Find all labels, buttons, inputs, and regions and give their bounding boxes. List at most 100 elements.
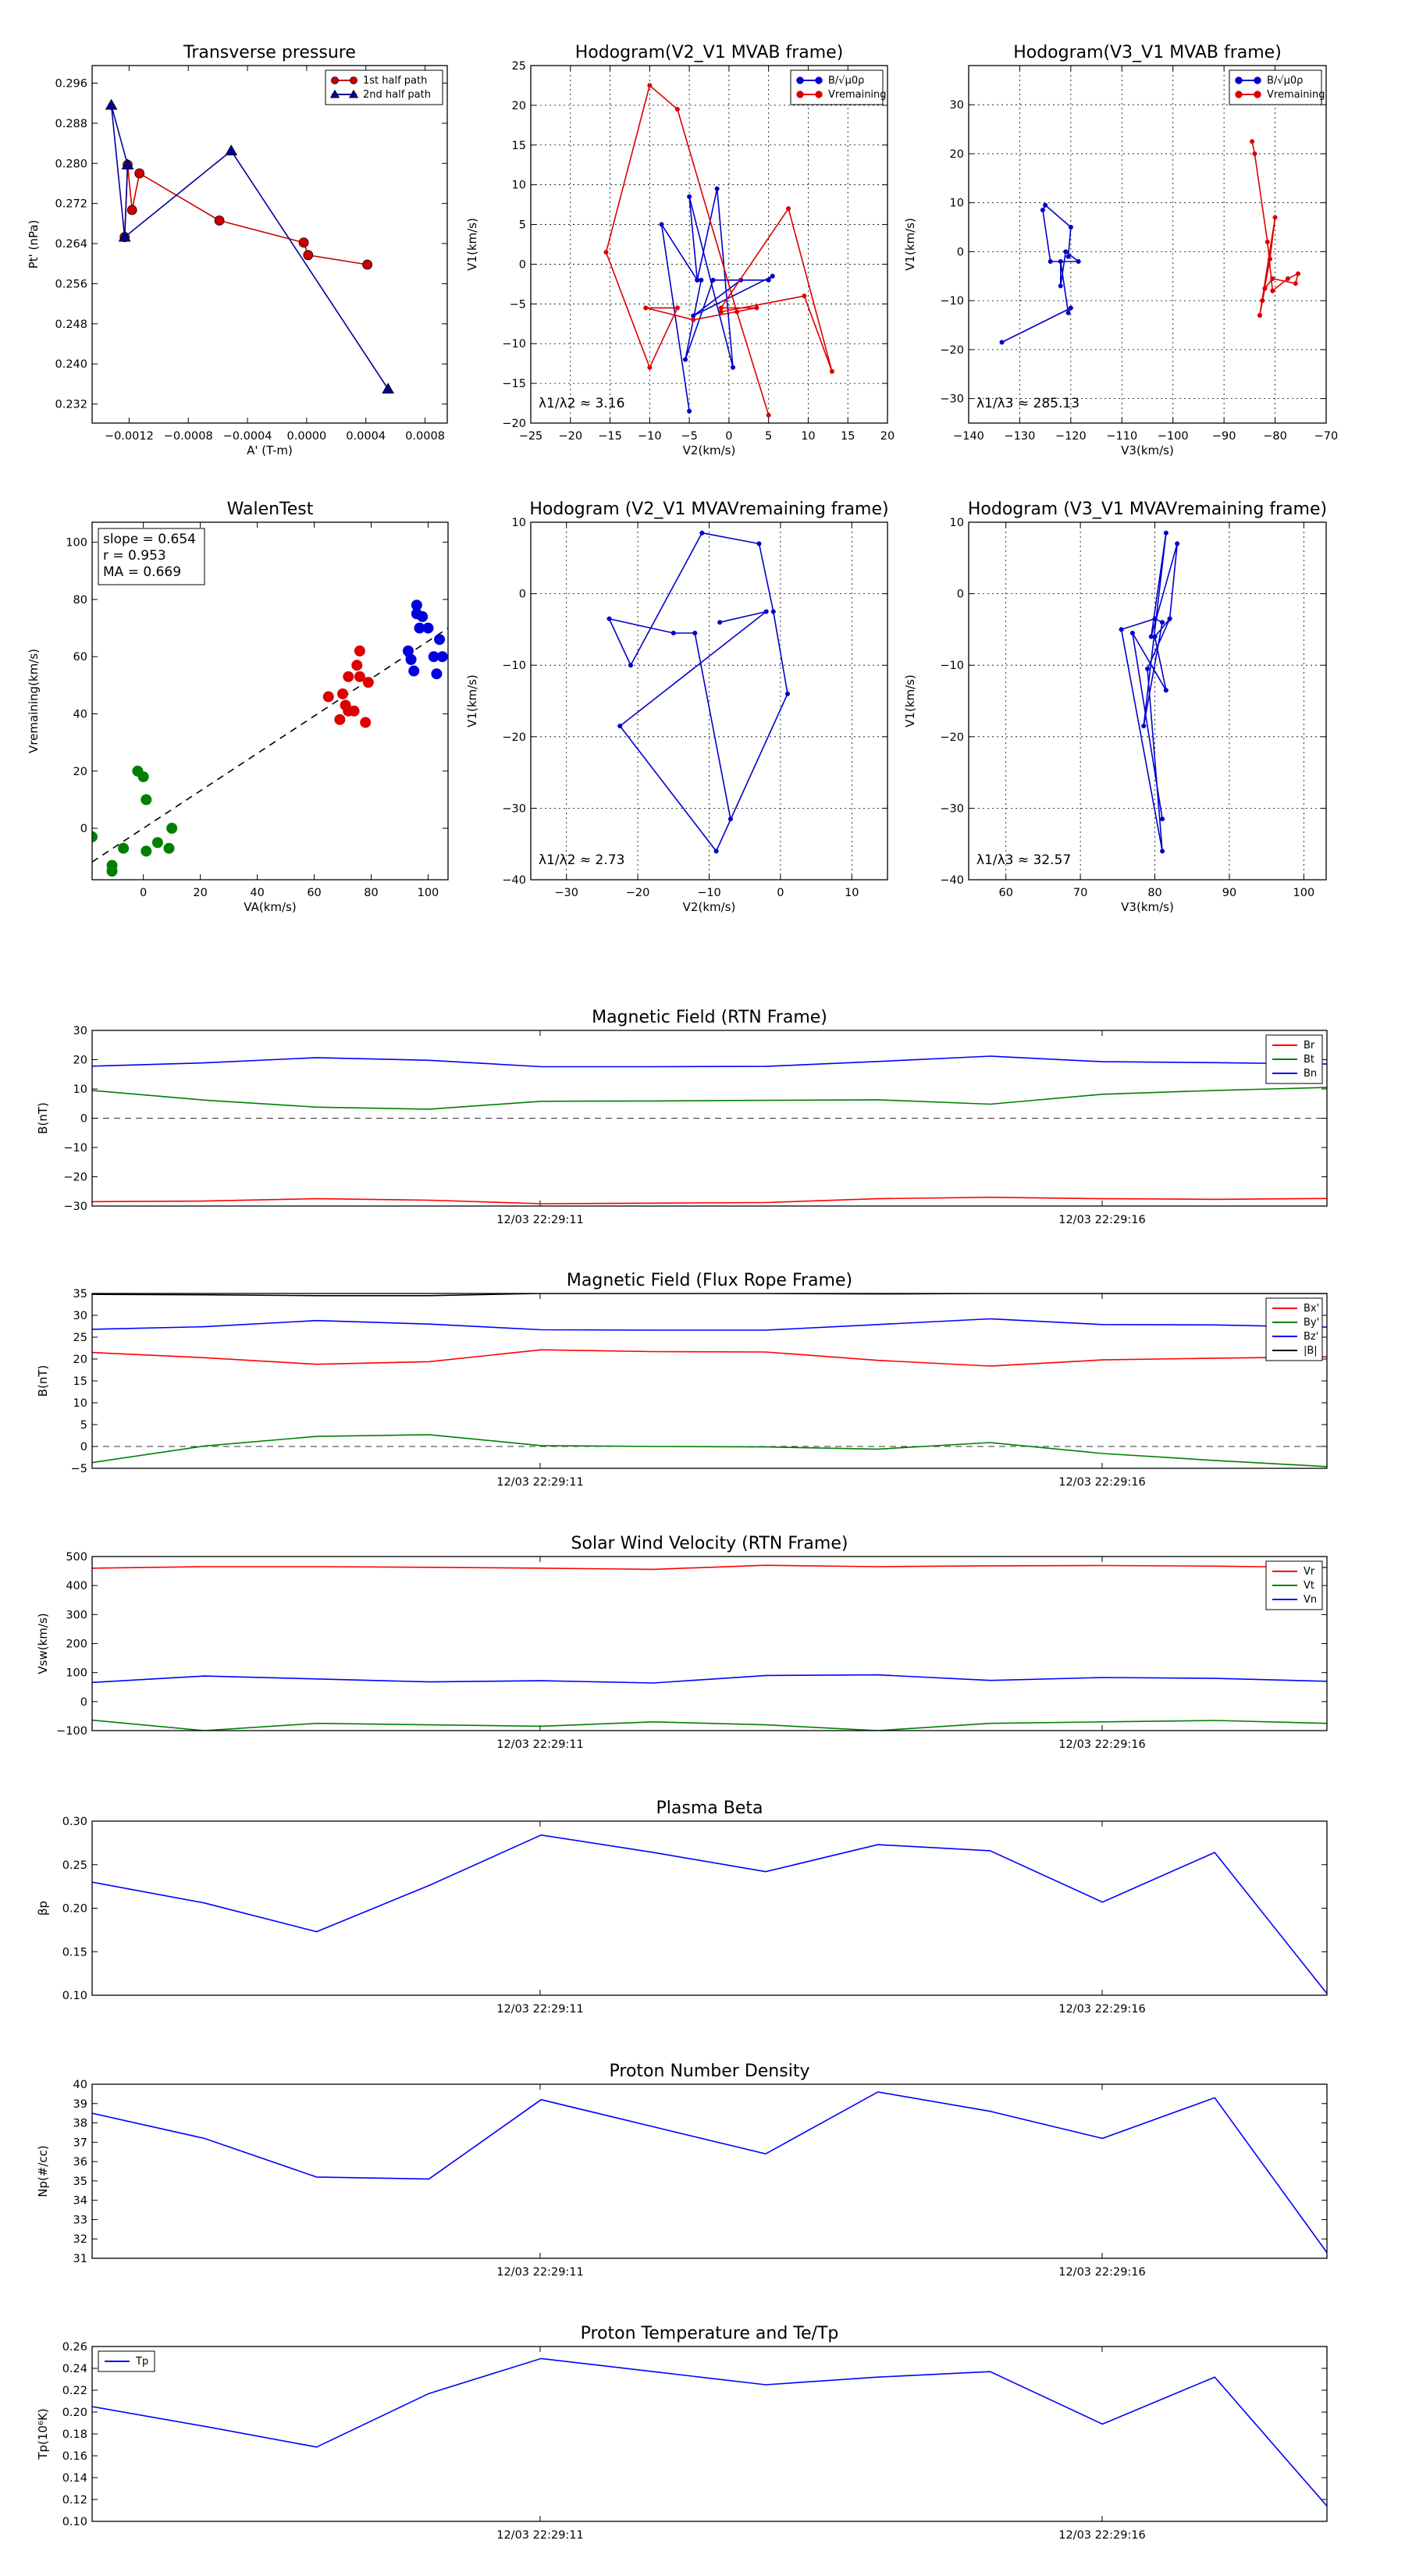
x-tick-label: −25 bbox=[519, 430, 543, 443]
y-tick-label: −10 bbox=[502, 338, 526, 350]
y-axis-label: V1(km/s) bbox=[903, 218, 917, 271]
x-tick-label: −130 bbox=[1005, 430, 1036, 443]
y-tick-label: 36 bbox=[73, 2156, 87, 2169]
data-layer bbox=[1119, 530, 1180, 854]
x-axis-label: V3(km/s) bbox=[1121, 443, 1174, 457]
data-point bbox=[1257, 312, 1262, 318]
y-tick-label: 0.16 bbox=[62, 2450, 87, 2463]
data-point bbox=[770, 609, 776, 614]
series-br-line bbox=[92, 1196, 1327, 1204]
legend-label-Vr: Vr bbox=[1304, 1566, 1315, 1578]
legend-marker bbox=[348, 89, 359, 98]
data-point bbox=[225, 144, 238, 156]
y-axis-label: V1(km/s) bbox=[465, 674, 479, 728]
x-tick-label: 0 bbox=[140, 887, 147, 899]
plot-area bbox=[92, 1821, 1327, 1995]
data-point bbox=[343, 671, 354, 682]
y-tick-label: 30 bbox=[73, 1310, 87, 1322]
y-tick-label: 0 bbox=[80, 823, 87, 835]
y-tick-label: 10 bbox=[512, 517, 526, 529]
legend-box bbox=[1229, 69, 1322, 105]
x-tick-label: 12/03 22:29:16 bbox=[1058, 1476, 1146, 1489]
data-point bbox=[1163, 688, 1168, 693]
data-point bbox=[829, 368, 834, 374]
x-tick-label: −20 bbox=[558, 430, 582, 443]
y-tick-label: 0.18 bbox=[62, 2428, 87, 2441]
y-tick-label: −5 bbox=[71, 1463, 87, 1475]
x-tick-label: 12/03 22:29:11 bbox=[496, 2529, 584, 2542]
data-point bbox=[348, 705, 360, 717]
data-point bbox=[1175, 541, 1180, 546]
y-tick-label: 0.15 bbox=[62, 1946, 87, 1959]
data-point bbox=[718, 309, 724, 315]
y-tick-label: −5 bbox=[510, 298, 526, 311]
legend-marker bbox=[1235, 91, 1243, 98]
y-tick-label: 20 bbox=[73, 1055, 87, 1067]
x-tick-label: 20 bbox=[880, 430, 895, 443]
series-by--line bbox=[92, 1434, 1327, 1468]
plot-area bbox=[969, 66, 1326, 423]
y-axis-label: Pt' (nPa) bbox=[27, 220, 41, 269]
data-point bbox=[687, 408, 692, 414]
x-tick-label: −110 bbox=[1106, 430, 1137, 443]
data-point bbox=[727, 817, 733, 822]
x-tick-label: 0.0008 bbox=[405, 430, 445, 443]
plot-frame bbox=[530, 521, 888, 881]
data-point bbox=[354, 671, 365, 682]
data-point bbox=[1160, 849, 1165, 854]
x-tick-label: 70 bbox=[1073, 887, 1087, 899]
y-tick-label: 0.20 bbox=[62, 1903, 87, 1916]
data-point bbox=[1285, 276, 1290, 281]
x-axis-label: A' (T-m) bbox=[247, 443, 293, 457]
legend-label-By': By' bbox=[1304, 1317, 1319, 1329]
chart-title: Hodogram(V3_V1 MVAB frame) bbox=[1013, 43, 1282, 62]
y-axis-label: V1(km/s) bbox=[903, 674, 917, 728]
plot-area bbox=[92, 1293, 1327, 1468]
data-point bbox=[351, 660, 363, 671]
data-point bbox=[1262, 286, 1268, 291]
data-point bbox=[695, 277, 700, 283]
x-tick-label: −20 bbox=[626, 887, 650, 899]
chart-walen: WalenTest 0 20 40 60 80 100 0 20 40 60 80 100 VA(km/s… bbox=[27, 500, 449, 914]
plot-area bbox=[92, 1557, 1327, 1731]
x-tick-label: 10 bbox=[801, 430, 815, 443]
plot-frame bbox=[968, 65, 1327, 424]
y-tick-label: −20 bbox=[63, 1172, 87, 1184]
chart-title: Proton Temperature and Te/Tp bbox=[581, 2324, 839, 2343]
y-tick-label: −20 bbox=[940, 344, 964, 357]
y-axis-label: V1(km/s) bbox=[465, 218, 479, 271]
y-tick-label: 0.264 bbox=[55, 238, 87, 251]
x-tick-label: −0.0008 bbox=[164, 430, 213, 443]
eigen-ratio-annotation: λ1/λ2 ≈ 2.73 bbox=[539, 852, 624, 868]
data-point bbox=[1043, 202, 1048, 208]
y-tick-label: 5 bbox=[80, 1419, 87, 1432]
series-vt-line bbox=[92, 1719, 1327, 1731]
y-axis-label: B(nT) bbox=[36, 1365, 50, 1397]
y-tick-label: 0.14 bbox=[62, 2472, 87, 2485]
data-point bbox=[603, 250, 609, 255]
chart-title: Plasma Beta bbox=[656, 1799, 763, 1818]
chart-hodo_v3_mvav: Hodogram (V3_V1 MVAVremaining frame) −40 −… bbox=[903, 500, 1327, 914]
x-tick-label: 12/03 22:29:11 bbox=[496, 1476, 584, 1489]
y-tick-label: −10 bbox=[940, 295, 964, 308]
data-layer bbox=[92, 2357, 1327, 2507]
series-bz--line bbox=[92, 1318, 1327, 1331]
y-tick-label: 35 bbox=[73, 2176, 87, 2188]
chart-temp: Proton Temperature and Te/Tp 0.10 0.12 0.14… bbox=[36, 2324, 1328, 2542]
y-tick-label: 38 bbox=[73, 2118, 87, 2130]
y-tick-label: 0 bbox=[80, 1696, 87, 1709]
x-tick-label: 60 bbox=[998, 887, 1012, 899]
data-point bbox=[770, 273, 775, 279]
series--b--line bbox=[92, 1293, 1327, 1297]
x-tick-label: −0.0004 bbox=[223, 430, 272, 443]
series-0-line bbox=[92, 1834, 1327, 1994]
x-axis-label: V3(km/s) bbox=[1121, 900, 1174, 914]
data-layer bbox=[92, 2091, 1327, 2254]
data-point bbox=[766, 412, 771, 418]
y-tick-label: −10 bbox=[502, 660, 526, 672]
y-tick-label: 0.248 bbox=[55, 318, 87, 331]
y-tick-label: 0.240 bbox=[55, 358, 87, 371]
data-point bbox=[334, 713, 346, 725]
data-point bbox=[647, 83, 653, 88]
x-tick-label: 0.0000 bbox=[287, 430, 327, 443]
